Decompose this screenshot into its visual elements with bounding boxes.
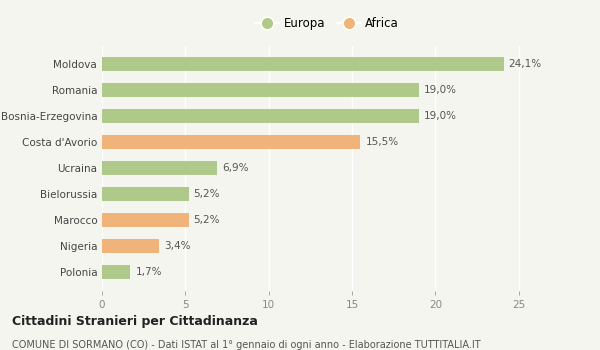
Text: 5,2%: 5,2%: [194, 215, 220, 225]
Text: 3,4%: 3,4%: [164, 241, 190, 251]
Text: Cittadini Stranieri per Cittadinanza: Cittadini Stranieri per Cittadinanza: [12, 315, 258, 328]
Bar: [102, 265, 130, 279]
Text: 19,0%: 19,0%: [424, 85, 457, 95]
Legend: Europa, Africa: Europa, Africa: [250, 12, 404, 35]
Bar: [102, 239, 158, 253]
Text: 19,0%: 19,0%: [424, 111, 457, 121]
Bar: [102, 83, 419, 97]
Text: 24,1%: 24,1%: [509, 59, 542, 69]
Text: COMUNE DI SORMANO (CO) - Dati ISTAT al 1° gennaio di ogni anno - Elaborazione TU: COMUNE DI SORMANO (CO) - Dati ISTAT al 1…: [12, 340, 481, 350]
Bar: [102, 213, 188, 227]
Bar: [102, 161, 217, 175]
Text: 5,2%: 5,2%: [194, 189, 220, 199]
Bar: [102, 135, 361, 149]
Text: 15,5%: 15,5%: [365, 137, 398, 147]
Bar: [102, 109, 419, 123]
Text: 1,7%: 1,7%: [136, 267, 162, 277]
Bar: [102, 57, 503, 71]
Text: 6,9%: 6,9%: [222, 163, 248, 173]
Bar: [102, 187, 188, 201]
